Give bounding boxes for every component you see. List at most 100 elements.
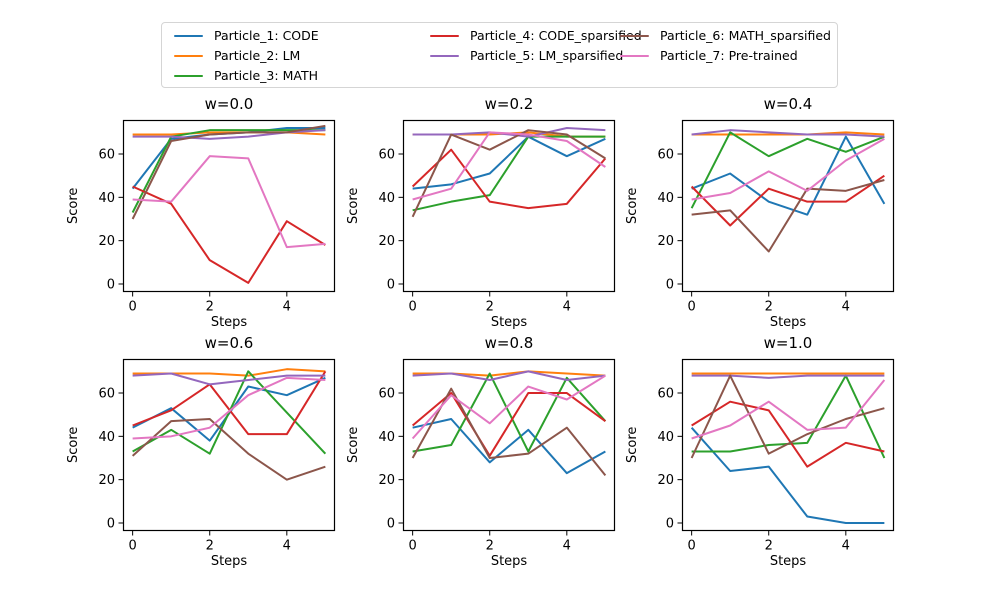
line-swatch-green [174,74,203,78]
series-line-6 [411,387,607,476]
series-line-2 [691,131,885,136]
series-line-5 [691,374,885,379]
x-tick-label: 2 [765,539,773,554]
y-tick-label: 40 [378,191,395,206]
legend: Particle_1: CODE Particle_2: LM Particle… [161,22,838,88]
y-tick-label: 40 [98,191,115,206]
plot-title: w=1.0 [763,334,813,352]
series-line-7 [691,137,885,201]
line-swatch-red [430,34,459,38]
legend-column-1: Particle_1: CODE Particle_2: LM Particle… [174,26,319,86]
plot-title: w=0.4 [763,95,813,113]
subplot-w04: w=0.4 Score 0 2 4 0 20 40 60 Steps [624,94,896,338]
y-tick-label: 20 [378,473,395,488]
series-line-5 [691,129,885,138]
x-tick-label: 0 [687,300,695,315]
x-tick-label: 2 [486,300,494,315]
x-axis-label: Steps [490,554,528,569]
y-tick-label: 40 [98,430,115,445]
y-tick-label: 60 [657,387,674,402]
x-tick-label: 0 [687,539,695,554]
y-tick-label: 20 [657,473,674,488]
legend-item-particle-4: Particle_4: CODE_sparsified [430,26,642,46]
y-tick-label: 0 [107,277,115,292]
series-line-1 [412,418,606,475]
x-axis-label: Steps [490,315,528,330]
x-tick-label: 0 [128,300,136,315]
y-tick-label: 60 [378,148,395,163]
x-tick-label: 4 [283,300,291,315]
legend-item-label: Particle_6: MATH_sparsified [660,28,831,43]
y-tick-label: 0 [387,277,395,292]
series-line-3 [131,129,326,213]
series-line-6 [131,124,326,220]
y-tick-label: 60 [98,148,115,163]
subplot-w00: w=0.0 Score 0 2 4 0 20 40 60 Steps [65,94,337,338]
legend-item-particle-3: Particle_3: MATH [174,66,319,86]
legend-item-label: Particle_7: Pre-trained [660,48,798,63]
plot-title: w=0.6 [204,334,254,352]
legend-item-particle-7: Particle_7: Pre-trained [620,46,831,66]
y-tick-label: 20 [98,234,115,249]
series-line-4 [411,148,607,210]
x-tick-label: 0 [408,539,416,554]
series-line-1 [690,427,885,524]
series-line-7 [411,374,606,440]
plot-title: w=0.2 [484,95,534,113]
y-tick-label: 60 [657,148,674,163]
series-line-1 [412,135,606,190]
series-line-5 [412,127,606,138]
line-swatch-purple [430,54,459,58]
plot-title: w=0.0 [204,95,254,113]
series-line-6 [691,179,885,253]
legend-item-label: Particle_4: CODE_sparsified [470,28,642,43]
x-axis-label: Steps [769,554,807,569]
series-line-3 [412,135,606,212]
subplot-w08: w=0.8 Score 0 2 4 0 20 40 60 Steps [345,333,617,577]
series-line-3 [412,372,607,453]
series-line-4 [691,400,885,468]
x-tick-label: 4 [842,539,850,554]
x-tick-label: 4 [563,539,571,554]
y-tick-label: 40 [378,430,395,445]
line-swatch-brown [620,34,649,38]
legend-item-label: Particle_5: LM_sparsified [470,48,624,63]
y-tick-label: 60 [378,387,395,402]
x-tick-label: 2 [206,300,214,315]
y-tick-label: 40 [657,191,674,206]
axes-border [681,119,895,293]
line-swatch-pink [620,54,649,58]
series-line-7 [412,131,606,201]
y-tick-label: 40 [657,430,674,445]
x-tick-label: 0 [128,539,136,554]
axes-border [122,358,336,532]
series-line-7 [691,379,886,440]
x-axis-label: Steps [210,554,248,569]
y-tick-label: 0 [107,516,115,531]
subplot-w10: w=1.0 Score 0 2 4 0 20 40 60 Steps [624,333,896,577]
series-line-5 [132,372,326,386]
series-line-6 [131,418,326,481]
axes-border [681,358,895,532]
legend-column-2: Particle_4: CODE_sparsified Particle_5: … [430,26,642,66]
legend-item-particle-1: Particle_1: CODE [174,26,319,46]
legend-item-particle-2: Particle_2: LM [174,46,319,66]
series-line-3 [690,131,885,209]
series-line-6 [411,129,606,218]
line-swatch-blue [174,34,203,38]
x-tick-label: 4 [563,300,571,315]
y-tick-label: 20 [378,234,395,249]
x-tick-label: 0 [408,300,416,315]
plot-title: w=0.8 [484,334,534,352]
x-tick-label: 2 [486,539,494,554]
y-tick-label: 0 [666,516,674,531]
legend-item-label: Particle_3: MATH [214,68,318,83]
series-line-5 [412,370,606,382]
axes-border [122,119,336,293]
